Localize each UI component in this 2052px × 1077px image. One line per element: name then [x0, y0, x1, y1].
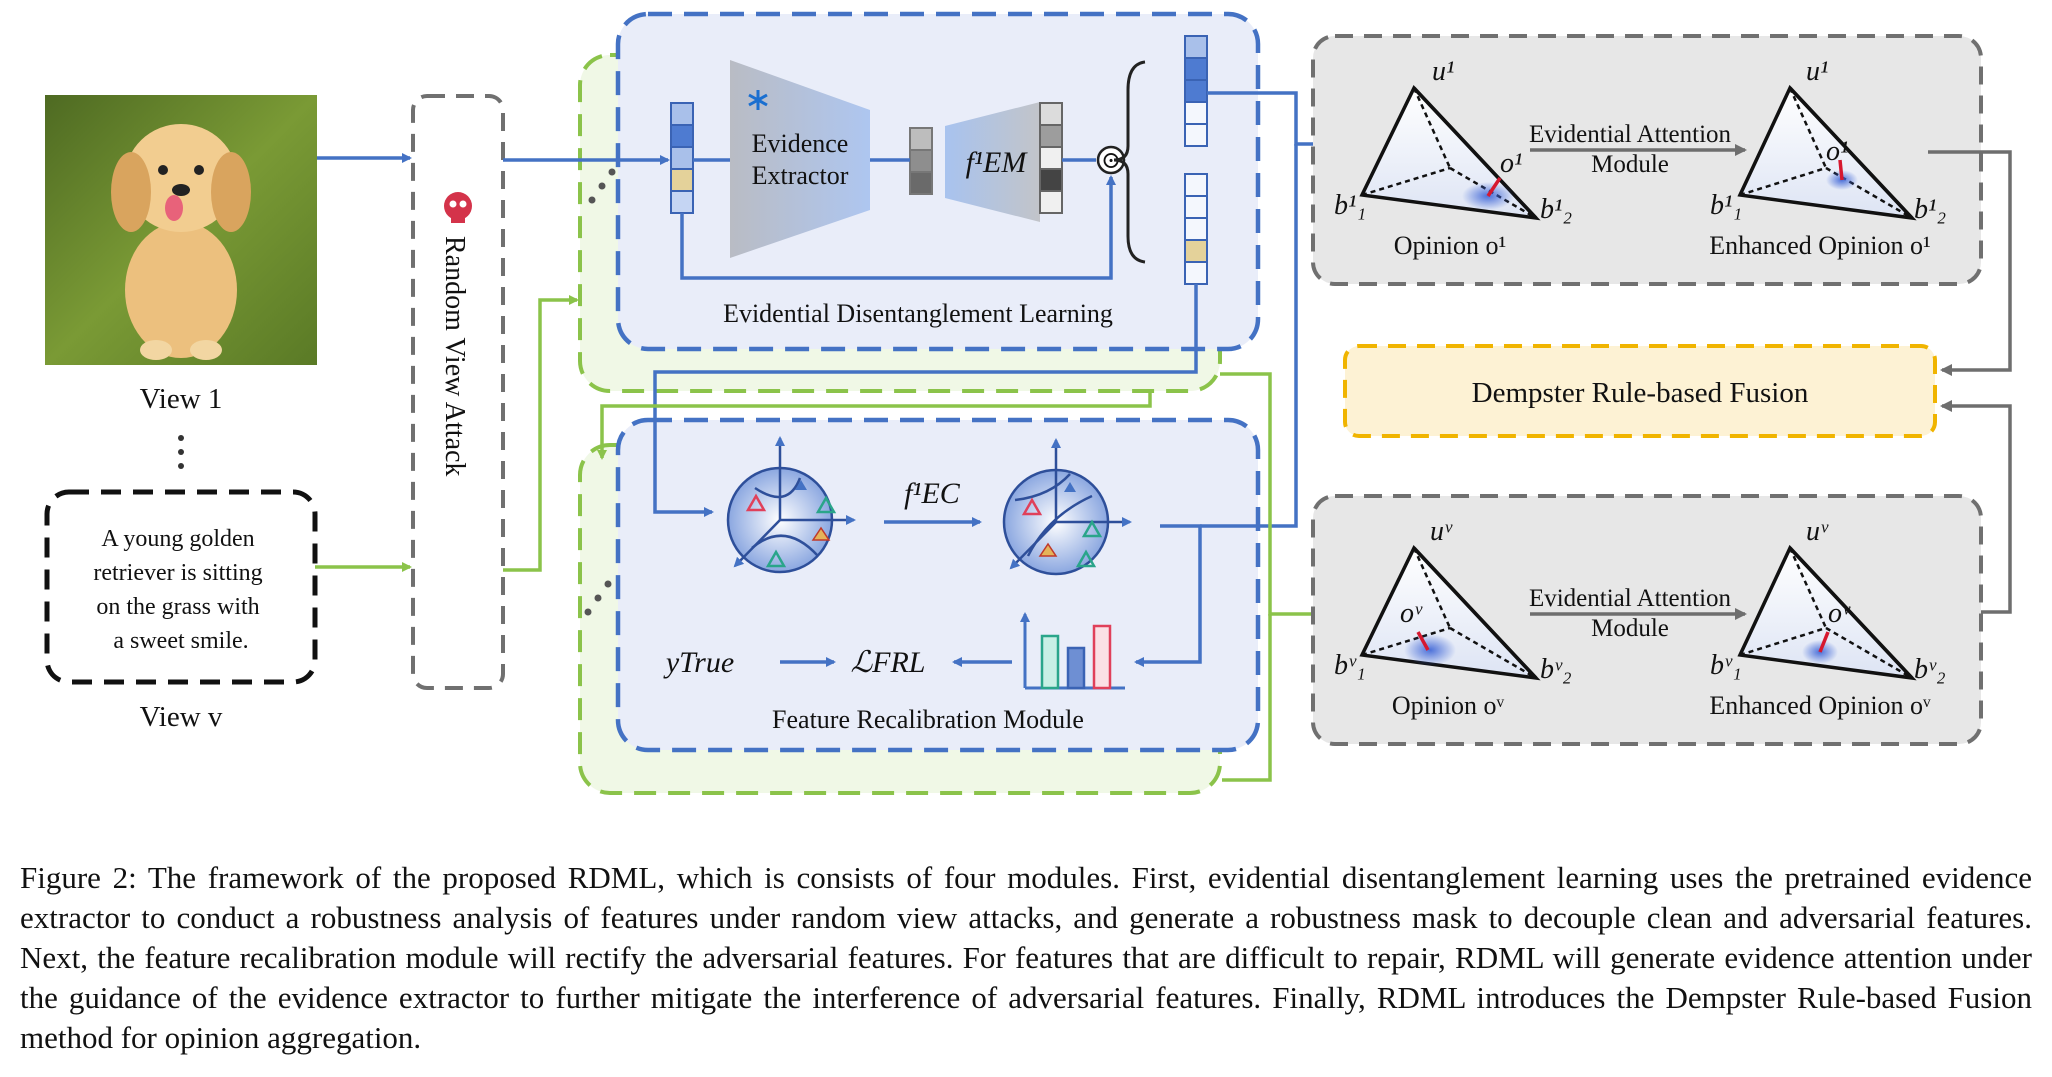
opinion-caption-v: Opinion oᵛ [1392, 691, 1505, 720]
fem-label: f¹EM [966, 146, 1029, 179]
fem-network-shape [945, 102, 1040, 222]
enhanced-simplex-1 [1737, 84, 1917, 221]
skull-icon [444, 192, 472, 223]
bv2-enhanced-label: bᵛ₂ [1914, 654, 1946, 685]
extractor-label-line2: Extractor [752, 161, 849, 190]
view1-image [45, 95, 317, 365]
framework-diagram: View 1 A young golden retriever is sitti… [44, 11, 2012, 795]
b12-label: b¹₂ [1540, 194, 1572, 225]
ellipsis-dots [178, 435, 184, 469]
evidence-extractor-shape [730, 60, 870, 258]
split-brace [1113, 60, 1146, 264]
b11-label: b¹₁ [1334, 190, 1366, 221]
attention-label-v-line2: Module [1591, 615, 1669, 642]
feature-space-sphere-after [1002, 438, 1132, 576]
snowflake-icon [748, 90, 768, 110]
skip-connection-arrow [680, 175, 1116, 280]
enhanced-caption-v: Enhanced Opinion oᵛ [1709, 691, 1931, 720]
arrow-attack-to-view-stack [503, 295, 579, 572]
uv-label: uᵛ [1430, 516, 1453, 547]
bv2-label: bᵛ₂ [1540, 654, 1572, 685]
text-view-line: retriever is sitting [93, 560, 262, 586]
more-views-dots-bottom [584, 580, 612, 616]
edl-title: Evidential Disentanglement Learning [723, 299, 1113, 328]
text-view-box [44, 489, 318, 685]
extracted-feature-vector [909, 127, 933, 195]
extractor-label-line1: Evidence [752, 129, 849, 158]
random-view-attack-box [411, 94, 505, 690]
uv-enhanced-label: uᵛ [1806, 516, 1829, 547]
bv1-enhanced-label: bᵛ₁ [1710, 650, 1742, 681]
fec-label: f¹EC [904, 477, 961, 510]
more-views-dots-top [588, 168, 616, 204]
arrow-adversarial-to-frm [653, 284, 1198, 517]
u1-enhanced-label: u¹ [1806, 56, 1828, 87]
hadamard-product-icon [1096, 145, 1126, 175]
opinion-simplex-1 [1359, 84, 1541, 221]
feature-space-sphere-before [726, 436, 856, 574]
bv1-label: bᵛ₁ [1334, 650, 1366, 681]
puppy-icon [111, 124, 251, 360]
adversarial-feature-vector [1184, 173, 1208, 285]
mask-vector [1039, 102, 1063, 214]
attention-label-1-line1: Evidential Attention [1529, 121, 1732, 148]
text-view-line: a sweet smile. [113, 628, 248, 654]
viewv-label: View v [140, 701, 223, 733]
opinion-simplex-v [1359, 544, 1541, 681]
enhanced-caption-1: Enhanced Opinion o¹ [1709, 231, 1931, 260]
o1-enhanced-label: o¹ [1826, 136, 1848, 167]
frm-module-box [615, 417, 1261, 753]
arrow-to-histogram [1134, 524, 1202, 667]
ov-enhanced-label: oᵛ [1828, 598, 1851, 629]
arrow-green-into-frm [597, 392, 1152, 460]
frm-title: Feature Recalibration Module [772, 705, 1084, 734]
ov-label: oᵛ [1400, 598, 1423, 629]
arrow-green-frm-to-opinion-v [1222, 614, 1272, 782]
ytrue-label: yTrue [663, 646, 734, 679]
clean-feature-vector [1184, 35, 1208, 147]
loss-label: ℒFRL [851, 646, 926, 679]
figure-caption: Figure 2: The framework of the proposed … [20, 860, 2032, 1055]
dempster-fusion-box [1343, 344, 1937, 438]
attention-label-v-line1: Evidential Attention [1529, 585, 1732, 612]
text-view-line: on the grass with [96, 594, 259, 620]
arrow-recalibrated-to-opinion [1200, 144, 1298, 528]
odot-label: ⊙ [1101, 148, 1121, 174]
o1-label: o¹ [1500, 148, 1522, 179]
bar-chart-icon [1020, 612, 1125, 690]
u1-label: u¹ [1432, 56, 1454, 87]
b12-enhanced-label: b¹₂ [1914, 194, 1946, 225]
arrow-opinion1-to-fusion [1928, 150, 2012, 376]
input-feature-vector [670, 102, 694, 214]
view1-label: View 1 [140, 383, 223, 415]
text-view-line: A young golden [101, 526, 254, 552]
enhanced-simplex-v [1737, 544, 1917, 681]
attention-label-1-line2: Module [1591, 151, 1669, 178]
text-view-content: A young golden retriever is sitting on t… [93, 526, 268, 654]
random-view-attack-label: Random View Attack [439, 236, 470, 476]
opinion-caption-1: Opinion o¹ [1394, 231, 1507, 260]
opinion-panel-viewv [1311, 494, 1983, 746]
opinion-panel-view1 [1311, 34, 1983, 286]
b11-enhanced-label: b¹₁ [1710, 190, 1742, 221]
dempster-fusion-label: Dempster Rule-based Fusion [1472, 377, 1809, 409]
